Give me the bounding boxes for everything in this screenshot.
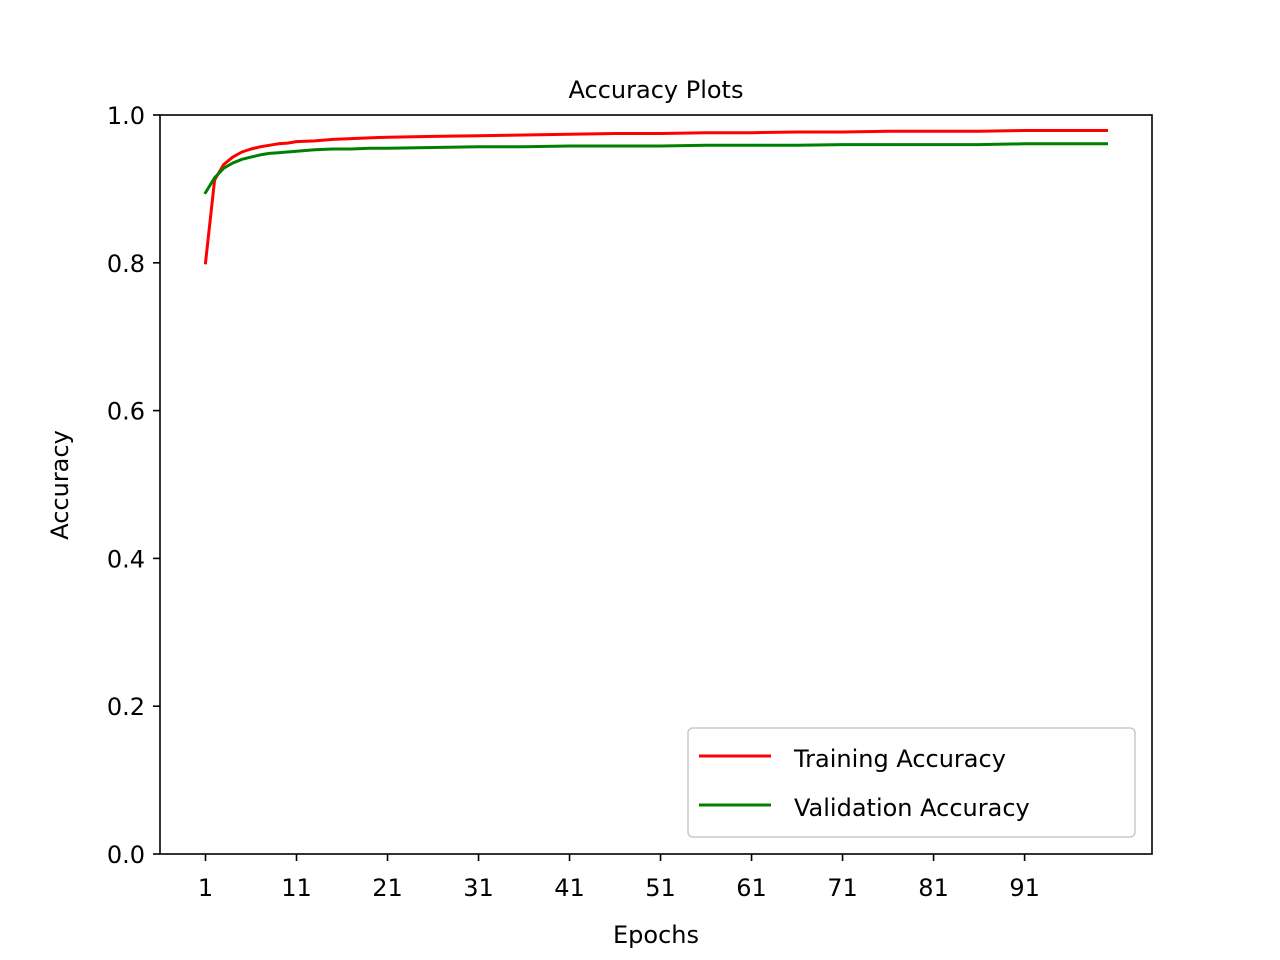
x-tick-label: 11 xyxy=(281,874,312,902)
y-tick-label: 0.8 xyxy=(107,250,145,278)
series-line-training xyxy=(203,129,1108,265)
series-line-validation xyxy=(203,142,1108,195)
x-tick-label: 91 xyxy=(1009,874,1040,902)
x-tick-label: 71 xyxy=(827,874,858,902)
x-axis: 1 11 21 31 41 51 61 71 81 91 xyxy=(198,854,1040,902)
legend-label-training: Training Accuracy xyxy=(793,745,1006,773)
legend-box xyxy=(687,727,1136,838)
y-tick-label: 0.0 xyxy=(107,841,145,869)
y-tick-label: 1.0 xyxy=(107,102,145,130)
y-tick-label: 0.4 xyxy=(107,545,145,573)
plot-lines xyxy=(203,129,1108,265)
plot-frame xyxy=(159,114,1153,855)
x-tick-label: 61 xyxy=(736,874,767,902)
legend: Training Accuracy Validation Accuracy xyxy=(687,727,1136,838)
y-axis: 0.0 0.2 0.4 0.6 0.8 1.0 xyxy=(107,102,160,869)
x-tick-label: 21 xyxy=(372,874,403,902)
x-tick-label: 81 xyxy=(918,874,949,902)
y-tick-label: 0.6 xyxy=(107,398,145,426)
x-tick-label: 41 xyxy=(554,874,585,902)
y-axis-label: Accuracy xyxy=(46,430,74,540)
y-tick-label: 0.2 xyxy=(107,693,145,721)
x-tick-label: 51 xyxy=(645,874,676,902)
x-tick-label: 31 xyxy=(463,874,494,902)
x-tick-label: 1 xyxy=(198,874,213,902)
x-axis-label: Epochs xyxy=(613,921,699,949)
chart-title: Accuracy Plots xyxy=(569,76,744,104)
legend-label-validation: Validation Accuracy xyxy=(794,794,1030,822)
